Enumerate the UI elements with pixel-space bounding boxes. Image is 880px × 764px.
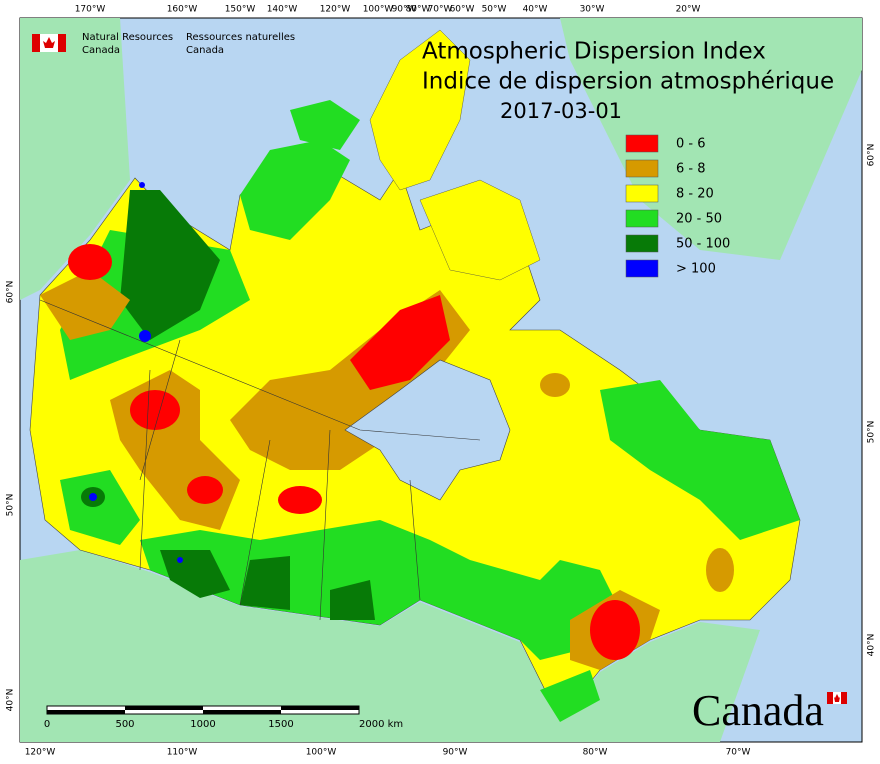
zone-red — [590, 600, 640, 660]
legend-label: 8 - 20 — [676, 187, 714, 202]
zone-orange — [40, 270, 130, 340]
graticule-right: 40°N — [867, 634, 877, 657]
legend-label: 0 - 6 — [676, 137, 706, 152]
legend-label: 6 - 8 — [676, 162, 706, 177]
maple-leaf — [43, 37, 55, 48]
graticule-bottom: 80°W — [583, 748, 608, 758]
boundaries — [39, 299, 481, 621]
zone-orange — [706, 548, 734, 592]
zone-blue — [89, 493, 97, 501]
graticule-bottom: 70°W — [726, 748, 751, 758]
zone-darkgreen — [120, 190, 220, 340]
hudson-bay — [344, 359, 511, 501]
wordmark: Canada — [692, 686, 824, 735]
agency-en: Natural Resources — [82, 32, 173, 43]
graticule-top: 140°W — [267, 5, 298, 15]
graticule-left: 60°N — [6, 281, 16, 304]
zone-red — [187, 476, 223, 504]
graticule-labels: 170°W 160°W 150°W 140°W 120°W 100°W90°W80°W70… — [6, 5, 877, 758]
graticule-top: 80°W — [406, 5, 431, 15]
flag-bar — [32, 34, 40, 52]
graticule-top: 160°W — [167, 5, 198, 15]
graticule-top: 30°W — [580, 5, 605, 15]
zone-blue — [139, 330, 151, 342]
graticule-top: 90°W — [392, 5, 417, 15]
flag-bar — [841, 692, 847, 704]
graticule-top: 120°W — [320, 5, 351, 15]
scale-seg — [281, 706, 359, 710]
zone-green — [140, 520, 620, 660]
zone-darkgreen — [330, 580, 375, 620]
legend-swatch — [625, 159, 659, 178]
legend-swatch — [625, 184, 659, 203]
zone-darkgreen — [160, 550, 230, 598]
scale-label: 1000 — [190, 719, 215, 730]
graticule-top: 150°W — [225, 5, 256, 15]
legend: 0 - 6 6 - 8 8 - 20 20 - 50 50 - 100 > 100 — [625, 134, 730, 278]
graticule-bottom: 90°W — [443, 748, 468, 758]
zone-blue — [139, 182, 145, 188]
graticule-top: 50°W — [482, 5, 507, 15]
arctic-island — [240, 140, 350, 240]
alaska-land — [20, 18, 130, 300]
greenland — [560, 18, 862, 260]
legend-swatch — [625, 259, 659, 278]
arctic-island — [419, 179, 541, 281]
usa-land — [20, 550, 760, 742]
zone-orange — [540, 373, 570, 397]
zone-blue — [177, 557, 183, 563]
graticule-top: 20°W — [676, 5, 701, 15]
legend-label: 50 - 100 — [676, 237, 730, 252]
scale-seg — [203, 710, 281, 714]
date: 2017-03-01 — [500, 99, 622, 123]
zone-green — [600, 380, 800, 540]
zone-red — [350, 295, 450, 390]
agency-fr: Ressources naturelles — [186, 32, 295, 43]
graticule-top: 170°W — [75, 5, 106, 15]
graticule-left: 50°N — [6, 494, 16, 517]
graticule-left: 40°N — [6, 689, 16, 712]
agency-fr: Canada — [186, 45, 224, 56]
graticule-bottom: 100°W — [306, 748, 337, 758]
arctic-island — [290, 100, 360, 150]
agency-block: Natural Resources Canada Ressources natu… — [32, 32, 295, 56]
graticule-top: 60°W — [450, 5, 475, 15]
arctic-island — [369, 29, 471, 191]
title-en: Atmospheric Dispersion Index — [422, 39, 766, 65]
graticule-top: 70°W — [428, 5, 453, 15]
flag-bar — [58, 34, 66, 52]
graticule-top: 40°W — [523, 5, 548, 15]
scale-label: 0 — [44, 719, 50, 730]
map-frame — [19, 17, 863, 743]
scale-label: 500 — [115, 719, 134, 730]
zone-red — [130, 390, 180, 430]
title-fr: Indice de dispersion atmosphérique — [422, 69, 834, 95]
scale-label: 2000 km — [359, 719, 403, 730]
scale-seg — [125, 706, 203, 710]
legend-swatch — [625, 134, 659, 153]
wordmark-flag — [827, 692, 847, 704]
legend-swatch — [625, 209, 659, 228]
zone-red — [278, 486, 322, 514]
agency-en: Canada — [82, 45, 120, 56]
graticule-bottom: 120°W — [25, 748, 56, 758]
graticule-top: 100°W — [363, 5, 394, 15]
zone-red — [68, 244, 112, 280]
zone-green — [60, 470, 140, 545]
zone-darkgreen — [240, 556, 290, 610]
graticule-right: 50°N — [867, 421, 877, 444]
graticule-bottom: 110°W — [167, 748, 198, 758]
maple-leaf — [834, 694, 840, 702]
legend-swatch — [625, 234, 659, 253]
scale-seg — [47, 710, 125, 714]
flag-bar — [827, 692, 833, 704]
graticule-right: 60°N — [867, 144, 877, 167]
legend-label: 20 - 50 — [676, 212, 722, 227]
legend-label: > 100 — [676, 262, 716, 277]
zone-green — [540, 670, 600, 722]
scale-bar: 0 500 1000 1500 2000 km — [44, 705, 403, 730]
scale-label: 1500 — [268, 719, 293, 730]
